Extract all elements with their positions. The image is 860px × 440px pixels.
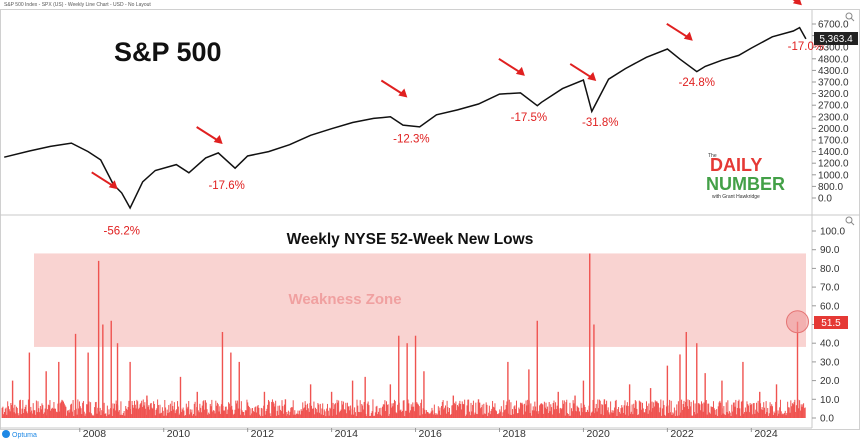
price-tick-label: 1400.0 [818, 147, 849, 158]
weakness-zone-label: Weakness Zone [288, 291, 401, 308]
x-tick-label: 2014 [335, 428, 359, 440]
drawdown-arrow-head [213, 134, 223, 144]
price-tick-label: 0.0 [818, 194, 832, 205]
brand-logo: The DAILY NUMBER with Grant Hawkridge [706, 153, 785, 200]
weakness-zone-band [34, 253, 806, 347]
zoom-icon-handle [850, 17, 855, 22]
x-axis: 2008 2010 2012 2014 2016 2018 2020 2022 2024 [79, 428, 778, 440]
brand-small-text: The [708, 153, 717, 159]
new-lows-tick-label: 80.0 [820, 264, 840, 275]
brand-word-daily: DAILY [710, 155, 762, 175]
drawdown-arrow [91, 171, 115, 188]
drawdown-label: -12.3% [393, 134, 429, 146]
x-tick-label: 2010 [167, 428, 191, 440]
price-last-flag: 5,363.4 [814, 32, 858, 45]
drawdown-arrow-head [587, 71, 597, 81]
drawdown-arrow-head [515, 66, 525, 76]
zoom-icon-lens [845, 216, 853, 224]
price-tick-label: 4300.0 [818, 66, 849, 77]
price-tick-label: 3200.0 [818, 89, 849, 100]
footer-brand-name: Optuma [12, 432, 37, 439]
drawdown-label: -17.6% [208, 180, 244, 192]
x-tick-label: 2012 [251, 428, 275, 440]
drawdown-arrow-head [792, 0, 802, 6]
drawdown-arrow [666, 22, 690, 39]
x-tick-label: 2018 [502, 428, 526, 440]
drawdown-label: -24.8% [679, 77, 715, 89]
price-tick-label: 1000.0 [818, 170, 849, 181]
drawdown-arrow [498, 57, 522, 74]
new-lows-tick-label: 100.0 [820, 227, 845, 238]
new-lows-tick-label: 60.0 [820, 301, 840, 312]
price-tick-label: 3700.0 [818, 78, 849, 89]
price-last-flag-bg [814, 32, 858, 45]
price-tick-label: 800.0 [818, 182, 843, 193]
brand-tagline: with Grant Hawkridge [712, 194, 760, 200]
new-lows-last-flag-bg [814, 316, 848, 329]
new-lows-tick-label: 10.0 [820, 395, 840, 406]
drawdown-label: -17.5% [511, 112, 547, 124]
new-lows-tick-label: 40.0 [820, 339, 840, 350]
new-lows-chart-title: Weekly NYSE 52-Week New Lows [287, 231, 534, 248]
drawdown-annotations: -56.2%-17.6%-12.3%-17.5% -31.8%-24.8%-17.… [91, 0, 824, 237]
latest-reading-highlight [786, 310, 810, 334]
new-lows-tick-label: 0.0 [820, 414, 834, 425]
new-lows-last-value: 51.5 [821, 318, 841, 329]
drawdown-arrow [380, 79, 404, 96]
price-tick-label: 2000.0 [818, 124, 849, 135]
x-tick-label: 2024 [754, 428, 778, 440]
new-lows-last-flag: 51.5 [814, 316, 848, 329]
price-tick-label: 5300.0 [818, 43, 849, 54]
new-lows-bars [1, 253, 806, 418]
zoom-icon[interactable] [845, 12, 855, 22]
price-tick-label: 1200.0 [818, 159, 849, 170]
zoom-icon-lens [845, 12, 853, 20]
optuma-icon [2, 430, 10, 438]
footer-brand: Optuma [2, 430, 37, 439]
price-tick-label: 2700.0 [818, 101, 849, 112]
price-tick-label: 1700.0 [818, 136, 849, 147]
chart-header: S&P 500 Index - SPX (US) - Weekly Line C… [4, 2, 151, 8]
new-lows-tick-label: 70.0 [820, 283, 840, 294]
zoom-icon-handle [850, 221, 855, 226]
x-tick-label: 2016 [419, 428, 443, 440]
new-lows-tick-label: 30.0 [820, 357, 840, 368]
chart-frame [0, 9, 860, 430]
x-tick-label: 2022 [670, 428, 694, 440]
x-tick-label: 2020 [586, 428, 610, 440]
drawdown-arrow-head [108, 180, 118, 190]
drawdown-arrow-head [398, 88, 408, 98]
zoom-icon[interactable] [845, 216, 855, 226]
price-tick-label: 2300.0 [818, 112, 849, 123]
drawdown-label: -31.8% [582, 117, 618, 129]
new-lows-tick-label: 20.0 [820, 376, 840, 387]
drawdown-label: -56.2% [104, 225, 140, 237]
x-tick-label: 2008 [83, 428, 107, 440]
price-tick-label: 6700.0 [818, 20, 849, 31]
drawdown-arrow-head [683, 31, 693, 41]
drawdown-arrow [569, 63, 593, 79]
price-tick-label: 4800.0 [818, 54, 849, 65]
price-series-line [4, 26, 807, 210]
price-last-value: 5,363.4 [819, 34, 853, 45]
price-chart-title: S&P 500 [114, 37, 222, 67]
brand-word-number: NUMBER [706, 174, 785, 194]
new-lows-tick-label: 90.0 [820, 245, 840, 256]
drawdown-arrow [196, 126, 220, 142]
